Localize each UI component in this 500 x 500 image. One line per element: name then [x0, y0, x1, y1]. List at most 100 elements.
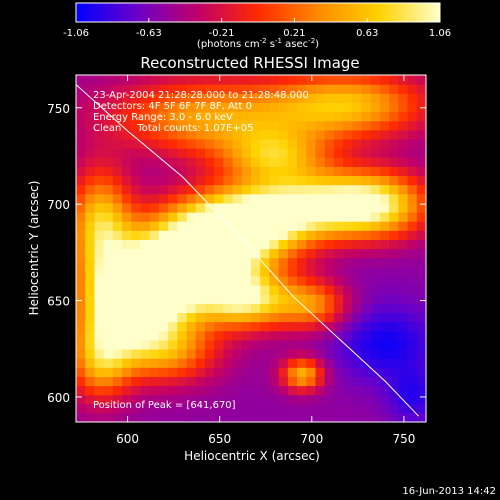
heatmap-cell: [379, 339, 390, 350]
heatmap-cell: [287, 275, 298, 286]
heatmap-cell: [324, 367, 335, 377]
heatmap-cell: [241, 184, 252, 195]
heatmap-cell: [177, 312, 188, 323]
heatmap-cell: [204, 248, 215, 259]
heatmap-cell: [278, 202, 289, 213]
heatmap-cell: [131, 312, 142, 323]
heatmap-cell: [416, 303, 426, 314]
heatmap-cell: [195, 211, 206, 222]
heatmap-cell: [416, 358, 426, 368]
heatmap-cell: [306, 211, 317, 222]
heatmap-cell: [352, 93, 363, 103]
heatmap-cell: [223, 157, 234, 167]
heatmap-cell: [232, 257, 243, 268]
heatmap-cell: [94, 266, 105, 277]
heatmap-cell: [416, 202, 426, 213]
heatmap-cell: [232, 138, 243, 149]
heatmap-cell: [131, 248, 142, 259]
heatmap-cell: [186, 266, 197, 277]
heatmap-cell: [223, 339, 234, 350]
heatmap-cell: [186, 193, 197, 204]
heatmap-cell: [158, 138, 169, 149]
heatmap-cell: [76, 266, 86, 277]
heatmap-cell: [251, 193, 261, 204]
heatmap-cell: [76, 303, 86, 314]
heatmap-cell: [251, 175, 261, 186]
heatmap-cell: [186, 312, 197, 323]
heatmap-cell: [407, 239, 418, 250]
heatmap-cell: [278, 75, 289, 85]
heatmap-cell: [241, 202, 252, 213]
heatmap-cell: [158, 211, 169, 222]
heatmap-cell: [140, 102, 151, 113]
heatmap-cell: [122, 385, 132, 396]
heatmap-cell: [352, 248, 363, 259]
heatmap-cell: [241, 248, 252, 259]
heatmap-cell: [306, 394, 317, 405]
heatmap-cell: [287, 75, 298, 85]
heatmap-cell: [103, 376, 114, 387]
heatmap-cell: [94, 367, 105, 377]
heatmap-cell: [352, 412, 363, 422]
heatmap-cell: [333, 412, 344, 422]
heatmap-cell: [333, 358, 344, 368]
heatmap-cell: [131, 221, 142, 231]
heatmap-cell: [269, 294, 280, 304]
heatmap-cell: [223, 175, 234, 186]
heatmap-cell: [85, 321, 96, 332]
heatmap-cell: [306, 275, 317, 286]
heatmap-cell: [278, 230, 289, 240]
heatmap-cell: [223, 348, 234, 359]
heatmap-cell: [241, 138, 252, 149]
heatmap-cell: [306, 120, 317, 131]
heatmap-cell: [122, 330, 132, 341]
heatmap-cell: [76, 394, 86, 405]
heatmap-cell: [269, 211, 280, 222]
heatmap-cell: [158, 230, 169, 240]
heatmap-cell: [149, 385, 160, 396]
heatmap-cell: [287, 312, 298, 323]
heatmap-cell: [333, 75, 344, 85]
heatmap-cell: [140, 330, 151, 341]
heatmap-cell: [214, 358, 224, 368]
heatmap-cell: [370, 111, 381, 122]
heatmap-cell: [389, 175, 399, 186]
heatmap-cell: [352, 321, 363, 332]
heatmap-cell: [260, 330, 271, 341]
colorbar-tick-label: 1.06: [429, 28, 451, 39]
heatmap-cell: [343, 348, 353, 359]
heatmap-cell: [315, 184, 326, 195]
heatmap-cell: [195, 202, 206, 213]
heatmap-cell: [168, 184, 178, 195]
heatmap-cell: [241, 321, 252, 332]
heatmap-cell: [315, 412, 326, 422]
heatmap-cell: [122, 321, 132, 332]
heatmap-cell: [158, 111, 169, 122]
heatmap-cell: [315, 175, 326, 186]
annotation-detectors: Detectors: 4F 5F 6F 7F 8F, Att 0: [93, 101, 252, 112]
annotation-clean-counts: Clean Total counts: 1.07E+05: [93, 123, 253, 134]
heatmap-cell: [122, 367, 132, 377]
heatmap-cell: [416, 166, 426, 177]
heatmap-cell: [287, 157, 298, 167]
heatmap-cell: [379, 403, 390, 414]
heatmap-cell: [398, 376, 409, 387]
annotation-energy-range: Energy Range: 3.0 - 6.0 keV: [93, 112, 233, 123]
heatmap-cell: [315, 102, 326, 113]
heatmap-cell: [333, 257, 344, 268]
heatmap-cell: [287, 385, 298, 396]
heatmap-cell: [177, 120, 188, 131]
heatmap-cell: [315, 339, 326, 350]
heatmap-cell: [122, 138, 132, 149]
heatmap-cell: [260, 138, 271, 149]
heatmap-cell: [306, 138, 317, 149]
heatmap-cell: [140, 385, 151, 396]
heatmap-cell: [333, 157, 344, 167]
heatmap-cell: [306, 376, 317, 387]
heatmap-cell: [122, 221, 132, 231]
heatmap-cell: [76, 403, 86, 414]
heatmap-cell: [149, 376, 160, 387]
heatmap-cell: [140, 175, 151, 186]
heatmap-cell: [333, 239, 344, 250]
heatmap-cell: [333, 285, 344, 295]
